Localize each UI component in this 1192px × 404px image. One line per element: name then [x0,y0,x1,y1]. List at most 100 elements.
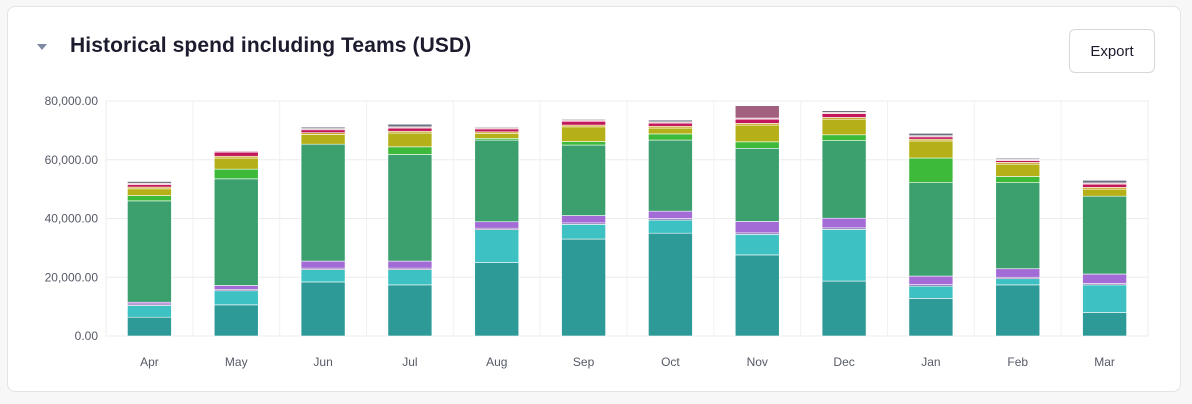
x-tick-label: Jun [313,355,332,369]
bar-segment [213,290,259,306]
bar-segment [213,150,259,153]
x-tick-label: Mar [1094,355,1115,369]
bar-segment [213,285,259,290]
bar-segment [300,260,346,269]
bar-segment [1082,284,1127,313]
x-tick-label: Feb [1007,355,1028,369]
bar-segment [127,200,172,303]
bar-segment [734,105,780,119]
x-tick-label: Aug [486,355,507,369]
bar-segment [1082,312,1127,337]
bar-segment [387,146,433,155]
y-tick-label: 20,000.00 [45,270,99,284]
bar-segment [213,157,259,170]
bar-segment [213,304,259,337]
bar-segment [561,126,606,142]
bar-segment [734,221,780,234]
x-tick-label: May [225,355,248,369]
bar-segment [821,229,867,282]
bar-segment [821,280,867,337]
bar-segment [1082,188,1127,197]
bar-segment [213,151,259,157]
x-tick-label: Dec [833,355,854,369]
export-button[interactable]: Export [1069,29,1155,73]
bar-segment [300,129,346,134]
bar-segment [1082,273,1127,284]
bar-segment [908,136,954,140]
bar-segment [300,281,346,337]
bar-segment [821,110,867,113]
bar-segment [648,133,693,141]
bar-segment [213,168,259,180]
bar-segment [734,147,780,222]
bar-segment [474,229,520,263]
bar-segment [648,122,693,127]
bar-segment [908,182,954,277]
bar-segment [995,163,1041,177]
bar-segment [474,126,520,129]
bar-segment [561,215,606,224]
bar-segment [734,124,780,143]
bar-segment [995,176,1041,183]
bar-segment [908,275,954,285]
chart-title: Historical spend including Teams (USD) [70,34,472,57]
bar-segment [821,140,867,219]
bar-segment [995,284,1041,337]
bar-segment [908,298,954,337]
bar-segment [300,126,346,129]
bar-segment [474,139,520,223]
bar-segment [1082,183,1127,188]
y-tick-label: 60,000.00 [45,153,99,167]
bar-segment [474,262,520,337]
bar-segment [1082,180,1127,184]
bar-segment [127,188,172,196]
y-tick-label: 0.00 [75,329,99,343]
bar-segment [474,128,520,133]
bar-segment [300,269,346,283]
bar-segment [561,144,606,216]
bar-segment [387,269,433,286]
bar-segment [127,181,172,184]
y-tick-label: 80,000.00 [45,94,99,108]
bar-segment [474,133,520,139]
bar-segment [561,120,606,126]
bar-segment [995,157,1041,160]
bar-segment [995,182,1041,270]
bar-segment [734,118,780,124]
x-tick-label: Sep [573,355,595,369]
bar-segment [734,234,780,256]
bar-segment [127,316,172,337]
bar-segment [648,219,693,234]
bar-segment [300,143,346,262]
bar-segment [474,221,520,229]
bar-segment [561,238,606,337]
bar-segment [821,113,867,118]
bar-segment [300,134,346,145]
x-tick-label: Jul [402,355,417,369]
bar-segment [734,254,780,337]
bar-segment [1082,195,1127,275]
x-tick-label: Apr [140,355,159,369]
bar-segment [734,141,780,149]
collapse-caret-icon[interactable] [37,44,47,50]
bar-segment [908,285,954,299]
bar-segment [648,127,693,135]
bar-segment [561,118,606,121]
x-tick-label: Jan [921,355,940,369]
y-tick-label: 40,000.00 [45,212,99,226]
bar-segment [387,154,433,262]
bar-segment [387,127,433,132]
x-tick-label: Oct [661,355,680,369]
bar-segment [561,141,606,146]
bar-segment [387,132,433,148]
bar-segment [821,217,867,229]
bar-segment [908,140,954,159]
bar-segment [648,232,693,337]
bar-segment [995,268,1041,278]
bar-segment [127,184,172,188]
bar-segment [127,305,172,318]
bar-segment [561,224,606,240]
bar-segment [387,284,433,337]
bar-segment [127,195,172,202]
